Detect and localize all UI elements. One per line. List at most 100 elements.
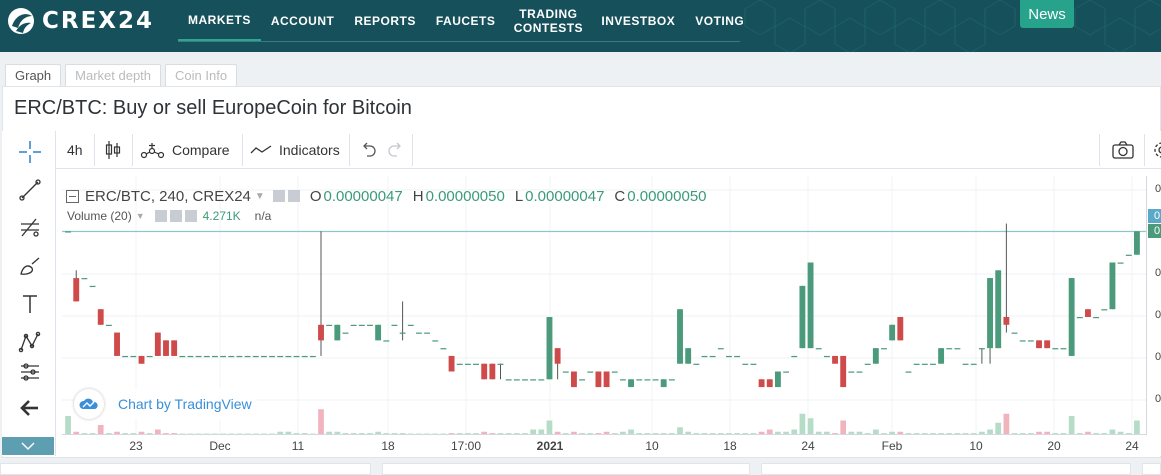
candle-up: [1052, 348, 1059, 350]
candle-up: [269, 355, 275, 358]
nav-reports[interactable]: REPORTS: [354, 14, 416, 28]
camera-icon[interactable]: [1112, 131, 1134, 168]
candle-up: [1109, 262, 1116, 310]
brush-icon[interactable]: [17, 253, 43, 279]
candle-up: [628, 379, 634, 388]
compare-button[interactable]: Compare: [140, 131, 230, 168]
x-axis[interactable]: 23 Dec 11 18 17:00 2021 10 18 24 Feb 10 …: [62, 434, 1147, 456]
back-arrow-icon[interactable]: [17, 395, 43, 421]
nav-account[interactable]: ACCOUNT: [270, 14, 335, 28]
volume-bar: [881, 433, 887, 434]
candle-up: [1019, 340, 1026, 342]
undo-icon[interactable]: [359, 131, 377, 168]
tab-market-depth[interactable]: Market depth: [65, 64, 162, 86]
volume-bar: [538, 429, 545, 434]
indicators-button[interactable]: Indicators: [250, 131, 340, 168]
candlestick-chart-svg: [62, 176, 1147, 434]
toolbar-separator: [412, 134, 413, 166]
candle-down: [571, 371, 577, 388]
volume-bar: [946, 433, 953, 434]
volume-bar: [489, 433, 496, 434]
tab-coin-info[interactable]: Coin Info: [165, 64, 238, 86]
candle-up: [791, 355, 798, 358]
volume-bar: [130, 433, 137, 434]
nav-faucets[interactable]: FAUCETS: [435, 14, 496, 28]
volume-bar: [799, 413, 806, 434]
logo-text: CREX24: [42, 8, 155, 34]
candle-up: [367, 324, 373, 326]
candle-up: [236, 355, 243, 358]
volume-bar: [546, 420, 553, 434]
crex24-logo[interactable]: CREX24: [6, 6, 154, 36]
volume-dropdown-icon[interactable]: ▼: [135, 211, 145, 221]
legend-dropdown-icon[interactable]: ▼: [254, 190, 265, 202]
price-chart[interactable]: [62, 176, 1147, 434]
volume-bar: [921, 433, 928, 434]
nav-markets[interactable]: MARKETS: [178, 0, 261, 42]
volume-bar: [326, 431, 333, 434]
news-button[interactable]: News: [1020, 0, 1074, 28]
candle-up: [244, 355, 251, 358]
toolbar-separator: [242, 134, 243, 166]
candle-up: [212, 355, 218, 358]
candle-up: [530, 379, 537, 381]
volume-bar: [1109, 429, 1116, 434]
y-axis[interactable]: 0 0 0 0 0 0 0 0: [1146, 176, 1161, 434]
bottom-card: [382, 463, 750, 475]
pattern-icon[interactable]: [17, 329, 43, 355]
volume-bar: [611, 433, 618, 434]
candle-up: [130, 355, 137, 358]
candle-up: [277, 355, 284, 358]
candle-up: [709, 355, 716, 358]
text-icon[interactable]: [17, 291, 43, 317]
nav-voting[interactable]: VOTING: [695, 14, 745, 28]
candle-up: [350, 324, 357, 326]
settings-gear-icon[interactable]: [1152, 131, 1161, 168]
candle-down: [171, 340, 178, 356]
volume-legend: Volume (20) ▼ 4.271K n/a: [67, 208, 271, 224]
trend-line-icon[interactable]: [17, 177, 43, 203]
eye-icon[interactable]: [154, 210, 167, 222]
candle-up: [522, 379, 528, 381]
close-icon[interactable]: [184, 210, 197, 222]
toolbar-collapse-button[interactable]: [2, 437, 54, 455]
eye-icon[interactable]: [272, 190, 285, 202]
volume-bar: [840, 420, 847, 434]
bottom-card: [1142, 463, 1161, 475]
candle-down: [163, 340, 169, 356]
candle-down: [97, 309, 104, 325]
settings-icon[interactable]: [287, 190, 300, 202]
volume-bar: [1060, 433, 1067, 434]
collapse-legend-icon[interactable]: [66, 189, 79, 203]
prediction-icon[interactable]: [17, 359, 43, 385]
candle-up: [456, 363, 463, 365]
candle-up: [1027, 340, 1034, 342]
volume-bar: [1085, 431, 1091, 434]
volume-bar: [889, 431, 896, 434]
legend-low-key: L: [514, 187, 524, 205]
volume-bar: [726, 433, 732, 434]
candle-up: [987, 278, 993, 349]
candle-up: [611, 371, 618, 373]
tradingview-watermark[interactable]: Chart by TradingView: [74, 388, 258, 420]
redo-icon[interactable]: [387, 131, 405, 168]
settings-icon[interactable]: [169, 210, 182, 222]
toolbar-separator: [1099, 134, 1100, 166]
volume-bar: [938, 433, 944, 434]
interval-button[interactable]: 4h: [67, 141, 83, 158]
volume-bar: [677, 427, 683, 434]
nav-investbox[interactable]: INVESTBOX: [601, 14, 676, 28]
volume-bar: [595, 433, 602, 434]
candles-icon[interactable]: [104, 131, 122, 168]
candle-up: [734, 355, 741, 358]
candle-up: [726, 355, 732, 358]
candle-up: [326, 324, 333, 326]
volume-bar: [1117, 431, 1124, 434]
fib-tools-icon[interactable]: [17, 215, 43, 241]
top-header: [0, 0, 1161, 52]
nav-trading-contests[interactable]: TRADING CONTESTS: [513, 7, 584, 35]
crosshair-icon[interactable]: [17, 139, 43, 165]
tab-graph[interactable]: Graph: [5, 64, 62, 86]
volume-bar: [562, 433, 569, 434]
candle-up: [652, 379, 659, 381]
